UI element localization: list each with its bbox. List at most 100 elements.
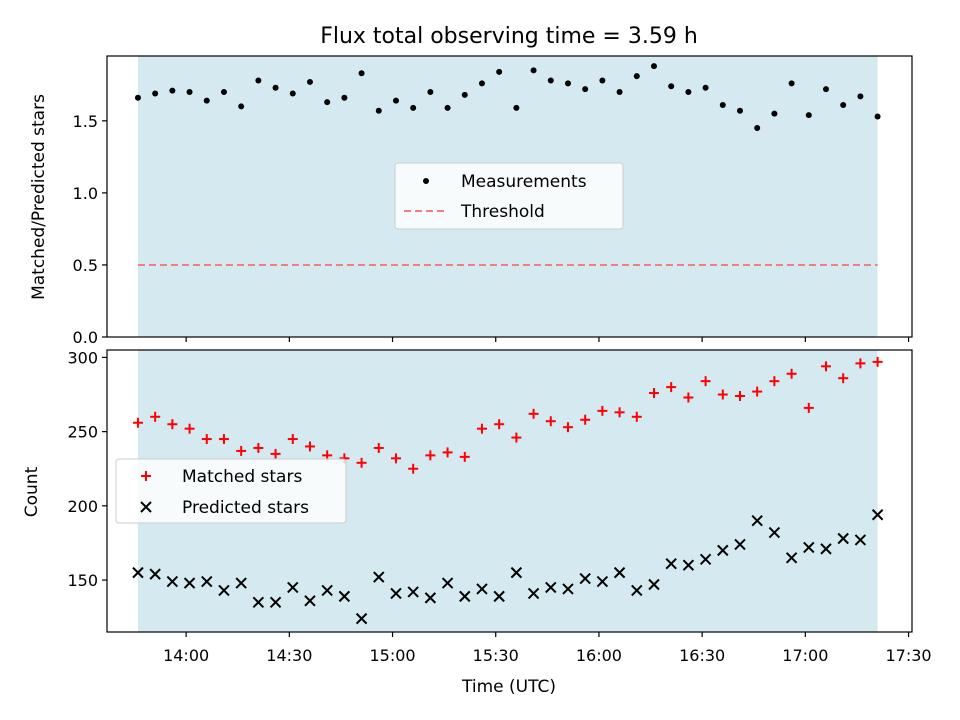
predicted-star-point [596,575,609,588]
predicted-star-point [510,566,523,579]
predicted-star-point [648,578,660,591]
predicted-star-point [201,575,213,588]
measurement-point [496,68,503,75]
measurement-point [186,89,193,96]
measurement-point [564,80,571,87]
measurement-point [650,63,657,70]
bottom-y-tick-label: 200 [67,497,98,516]
measurement-point [220,89,227,96]
matched-star-point [872,356,883,367]
predicted-star-point [407,586,419,598]
bottom-legend: Matched stars Predicted stars [115,458,347,524]
measurement-point [203,97,210,104]
measurement-point [289,90,296,97]
top-y-tick-label: 1.0 [73,184,98,203]
matched-star-point [648,388,659,399]
predicted-star-point [390,587,402,600]
matched-star-point [700,376,711,387]
predicted-star-point [751,514,763,527]
matched-star-point [838,373,849,384]
predicted-star-point [527,587,540,600]
predicted-star-point [459,590,471,603]
top-axes-frame [106,55,913,338]
predicted-star-point [321,584,333,597]
bottom-y-tick-label: 150 [67,571,98,590]
legend-measurements-label: Measurements [461,172,587,192]
matched-star-point [597,405,608,416]
matched-star-point [390,453,401,464]
predicted-star-point [287,581,299,594]
top-y-tick-label: 0.0 [73,328,98,347]
predicted-star-point [269,596,282,609]
predicted-star-point [476,583,488,595]
matched-star-point [580,414,591,425]
matched-star-point [786,368,797,379]
matched-star-point [855,358,866,369]
measurement-point [719,101,726,108]
predicted-star-point [166,575,179,588]
predicted-star-point [734,538,746,551]
matched-star-point [442,447,453,458]
top-legend: Measurements Threshold [394,162,624,230]
matched-star-point [201,434,212,445]
measurement-point [392,97,399,104]
predicted-star-point [854,534,867,546]
measurement-point [668,83,675,90]
predicted-star-point [424,592,437,604]
predicted-star-point [338,590,351,603]
measurement-point [461,91,468,98]
matched-star-point [287,434,298,445]
predicted-star-point [665,558,677,570]
predicted-star-point [682,559,695,571]
predicted-star-point [183,577,196,589]
matched-star-point [356,457,367,468]
measurement-point [788,80,795,87]
measurement-point [152,90,159,97]
matched-star-point [494,419,505,430]
x-tick-label: 15:00 [369,646,415,665]
measurement-point [306,78,313,85]
measurement-point [238,103,245,110]
predicted-star-point [579,572,591,585]
top-y-tick-label: 1.5 [73,112,98,131]
predicted-star-point [631,584,643,597]
measurement-point [169,87,176,94]
measurement-point [702,84,709,91]
predicted-star-point [149,568,161,580]
measurement-point [427,89,434,96]
predicted-star-point [355,612,368,625]
measurement-point [547,77,554,84]
predicted-star-point [373,571,385,583]
matched-star-point [769,376,780,387]
matched-star-point [132,417,143,428]
measurement-point [857,93,864,100]
legend-predicted-marker [140,501,152,513]
measurement-point [771,110,778,117]
matched-star-point [476,423,487,434]
legend-predicted-label: Predicted stars [182,498,309,518]
top-y-axis-label: Matched/Predicted stars [29,94,49,300]
matched-star-point [459,451,470,462]
matched-star-point [304,441,315,452]
measurement-point [375,107,382,114]
measurement-point [633,73,640,80]
x-tick-label: 16:00 [576,646,622,665]
predicted-star-point [252,596,265,609]
x-axis-label: Time (UTC) [461,677,556,697]
matched-star-point [683,392,694,403]
predicted-star-point [837,532,849,545]
legend-matched-marker [141,471,151,481]
matched-star-point [218,434,229,445]
matched-star-point [408,463,419,474]
measurement-point [582,86,589,93]
top-y-tick-label: 0.5 [73,256,98,275]
matched-star-point [236,445,247,456]
predicted-star-point [785,552,798,564]
bottom-axes-frame [106,349,913,633]
predicted-star-point [717,544,729,557]
legend-matched-label: Matched stars [182,467,302,487]
matched-star-point [150,411,161,422]
measurement-point [444,104,451,111]
matched-star-point [734,391,745,402]
